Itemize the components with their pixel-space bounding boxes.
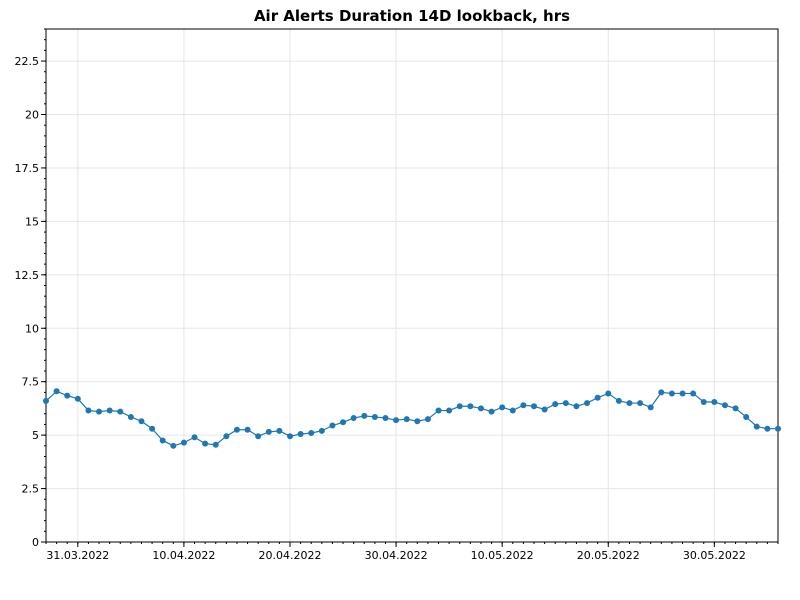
data-point — [170, 442, 177, 449]
data-point — [393, 417, 400, 424]
data-point — [106, 407, 113, 414]
data-point — [223, 433, 230, 440]
data-point — [467, 403, 474, 410]
data-point — [287, 433, 293, 440]
data-point — [573, 403, 580, 410]
y-axis: 0 2.5 5 7.5 10 12.5 15 17.5 20 22.5 — [15, 28, 46, 549]
data-point — [775, 425, 781, 432]
data-point — [584, 400, 591, 407]
data-point — [329, 422, 336, 429]
x-tick-label: 31.03.2022 — [46, 549, 109, 562]
y-tick-label: 5 — [32, 429, 39, 442]
data-point — [53, 388, 60, 395]
y-tick-label: 7.5 — [22, 376, 40, 389]
x-tick-label: 10.04.2022 — [152, 549, 215, 562]
data-point — [456, 403, 463, 410]
data-point — [637, 400, 644, 407]
data-point — [138, 418, 145, 425]
data-point — [96, 408, 103, 415]
data-point — [127, 413, 134, 420]
data-point — [149, 425, 156, 432]
data-point — [531, 403, 537, 410]
data-point — [371, 413, 378, 420]
data-point — [615, 397, 622, 404]
data-point — [276, 427, 283, 434]
data-point — [477, 405, 484, 412]
data-point — [212, 441, 219, 448]
x-axis: 31.03.2022 10.04.2022 20.04.2022 30.04.2022… — [45, 542, 779, 562]
data-point — [361, 412, 368, 419]
data-point — [594, 394, 601, 401]
data-point — [700, 398, 707, 405]
data-point — [117, 408, 124, 415]
data-point — [159, 437, 166, 444]
data-point — [403, 416, 410, 423]
data-point — [435, 407, 442, 414]
data-point — [626, 400, 633, 407]
data-point — [509, 407, 516, 414]
data-point — [180, 439, 187, 446]
data-point — [552, 401, 559, 408]
data-point — [711, 398, 718, 405]
chart-title: Air Alerts Duration 14D lookback, hrs — [253, 7, 571, 25]
data-point — [520, 402, 527, 409]
data-point — [446, 407, 453, 414]
y-tick-label: 10 — [25, 322, 39, 335]
data-point — [318, 427, 325, 434]
data-point — [265, 428, 272, 435]
data-point — [562, 400, 569, 407]
series-line — [45, 390, 778, 447]
data-point — [499, 404, 506, 411]
x-tick-label: 20.05.2022 — [577, 549, 640, 562]
data-point — [202, 440, 209, 447]
x-tick-label: 20.04.2022 — [259, 549, 322, 562]
data-point — [488, 408, 495, 415]
y-tick-label: 17.5 — [15, 162, 40, 175]
data-point — [350, 415, 357, 422]
y-tick-label: 12.5 — [15, 269, 40, 282]
data-point — [191, 434, 198, 441]
y-tick-label: 2.5 — [22, 483, 40, 496]
data-point — [605, 390, 612, 397]
data-point — [679, 390, 686, 397]
data-point — [297, 431, 304, 438]
data-point — [732, 405, 739, 412]
data-point — [743, 413, 750, 420]
data-point — [308, 429, 315, 436]
grid — [46, 29, 778, 542]
y-tick-label: 20 — [25, 109, 39, 122]
data-point — [541, 406, 548, 413]
series — [43, 388, 781, 449]
data-point — [414, 418, 421, 425]
data-point — [382, 415, 389, 422]
plot-frame — [45, 28, 779, 543]
x-tick-label: 10.05.2022 — [471, 549, 534, 562]
data-point — [233, 426, 240, 433]
data-point — [647, 404, 654, 411]
data-point — [658, 389, 665, 396]
data-point — [764, 425, 771, 432]
data-point — [721, 402, 728, 409]
data-point — [244, 426, 251, 433]
data-point — [85, 407, 92, 414]
y-tick-label: 22.5 — [15, 55, 40, 68]
data-point — [668, 390, 675, 397]
x-tick-label: 30.05.2022 — [683, 549, 746, 562]
data-point — [340, 419, 347, 426]
data-point — [255, 433, 262, 440]
data-point — [74, 395, 81, 402]
data-point — [43, 397, 49, 404]
data-point — [424, 416, 431, 423]
x-tick-label: 30.04.2022 — [365, 549, 428, 562]
data-point — [64, 392, 71, 399]
data-point — [690, 390, 697, 397]
data-point — [753, 423, 760, 430]
y-tick-label: 0 — [32, 536, 39, 549]
y-tick-label: 15 — [25, 215, 39, 228]
